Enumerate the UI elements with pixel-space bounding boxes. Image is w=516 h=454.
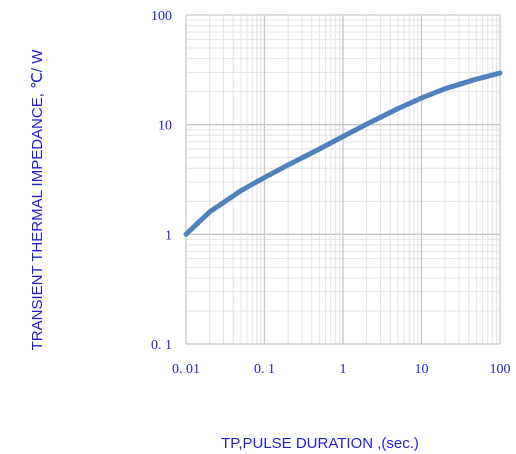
x-tick-labels: 0. 01 0. 1 1 10 100 — [172, 362, 511, 377]
series-line — [183, 70, 503, 237]
x-axis-title: TP,PULSE DURATION ,(sec.) — [221, 435, 419, 452]
y-tick-label: 1 — [165, 228, 172, 243]
major-gridlines — [185, 14, 501, 345]
x-tick-label: 10 — [415, 362, 429, 377]
y-tick-label: 0. 1 — [151, 338, 172, 353]
y-tick-label: 10 — [158, 119, 172, 134]
minor-gridlines — [186, 15, 500, 344]
y-tick-labels: 0. 1 1 10 100 — [151, 9, 172, 353]
x-tick-label: 0. 1 — [254, 362, 275, 377]
y-axis-title: TRANSIENT THERMAL IMPEDANCE, ℃/ W — [29, 49, 46, 351]
x-tick-label: 0. 01 — [172, 362, 200, 377]
x-tick-label: 1 — [340, 362, 347, 377]
y-tick-label: 100 — [151, 9, 172, 24]
x-tick-label: 100 — [490, 362, 511, 377]
